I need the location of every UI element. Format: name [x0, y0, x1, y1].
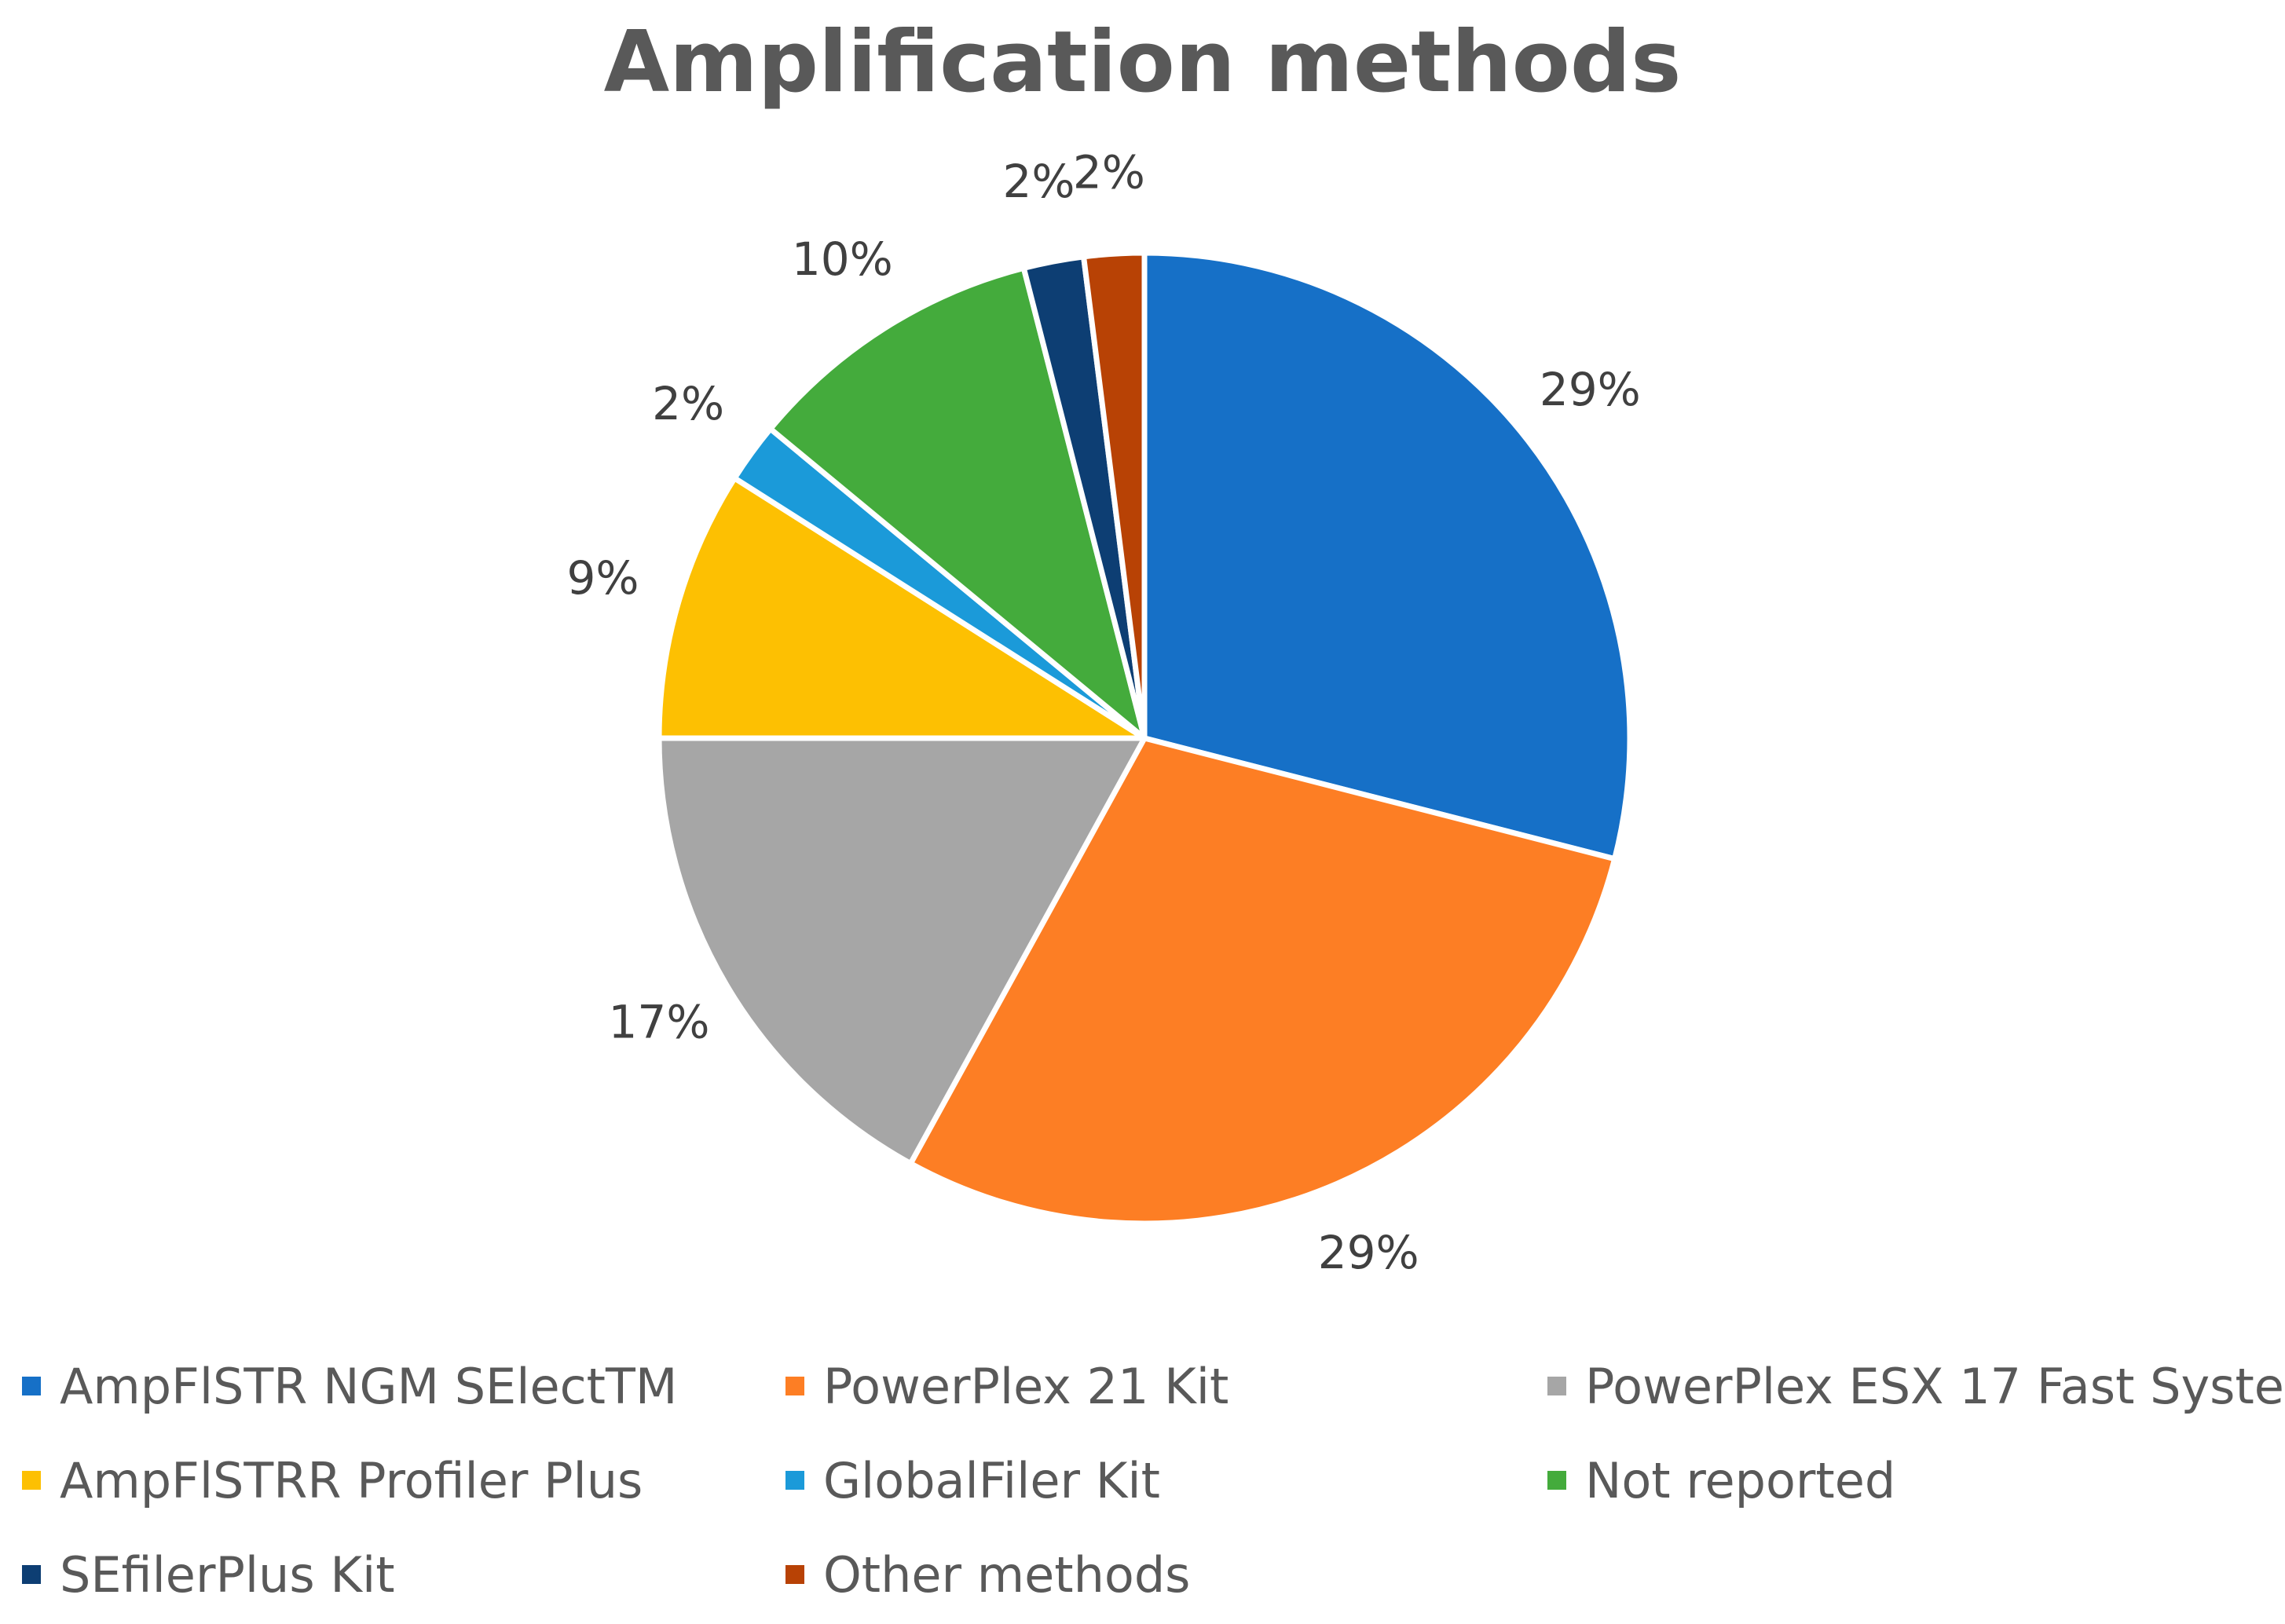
legend-item: AmpFlSTRR Profiler Plus	[22, 1445, 643, 1516]
data-label: 9%	[567, 551, 639, 605]
legend-swatch	[1547, 1377, 1566, 1395]
data-label: 2%	[652, 377, 724, 430]
legend-item: PowerPlex ESX 17 Fast System	[1547, 1351, 2285, 1421]
legend-swatch	[1547, 1471, 1566, 1490]
legend-label: PowerPlex ESX 17 Fast System	[1585, 1357, 2285, 1415]
legend-label: Other methods	[823, 1545, 1191, 1604]
chart-legend: AmpFlSTR NGM SElectTM PowerPlex 21 Kit Pow…	[0, 1351, 2285, 1618]
data-label: 2%	[1073, 146, 1145, 199]
pie-slice	[907, 735, 1618, 1227]
legend-swatch	[785, 1565, 804, 1584]
legend-swatch	[785, 1377, 804, 1395]
pie-slices	[656, 250, 1633, 1227]
pie-slice	[656, 735, 1148, 1167]
data-label: 29%	[1540, 363, 1641, 416]
legend-item: Not reported	[1547, 1445, 1895, 1516]
legend-swatch	[22, 1377, 41, 1395]
legend-label: GlobalFiler Kit	[823, 1451, 1160, 1509]
legend-item: Other methods	[785, 1539, 1190, 1610]
legend-swatch	[22, 1471, 41, 1490]
legend-label: Not reported	[1585, 1451, 1896, 1509]
data-label: 2%	[1002, 155, 1075, 208]
legend-label: AmpFlSTR NGM SElectTM	[60, 1357, 678, 1415]
chart-title: Amplification methods	[603, 13, 1682, 112]
data-label: 29%	[1318, 1226, 1419, 1279]
legend-item: PowerPlex 21 Kit	[785, 1351, 1229, 1421]
legend-item: SEfilerPlus Kit	[22, 1539, 395, 1610]
legend-item: GlobalFiler Kit	[785, 1445, 1160, 1516]
pie-data-labels: 29%29%17%9%2%10%2%2%	[567, 146, 1641, 1280]
pie-slice	[656, 475, 1148, 741]
data-label: 17%	[609, 996, 710, 1049]
legend-swatch	[785, 1471, 804, 1490]
legend-label: SEfilerPlus Kit	[60, 1545, 395, 1604]
legend-item: AmpFlSTR NGM SElectTM	[22, 1351, 677, 1421]
legend-label: AmpFlSTRR Profiler Plus	[60, 1451, 643, 1509]
legend-label: PowerPlex 21 Kit	[823, 1357, 1229, 1415]
pie-slice	[767, 265, 1148, 741]
data-label: 10%	[792, 232, 893, 286]
pie-slice	[1141, 250, 1633, 862]
legend-swatch	[22, 1565, 41, 1584]
pie-slice	[1081, 250, 1148, 741]
